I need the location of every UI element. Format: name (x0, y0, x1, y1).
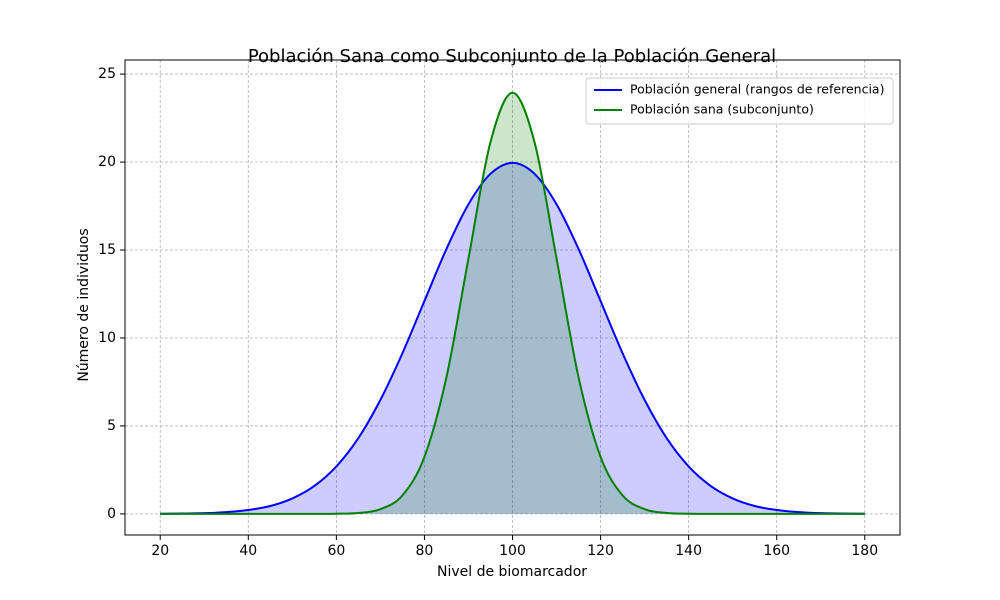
y-axis-label: Número de individuos (76, 228, 92, 381)
x-tick-label: 120 (587, 543, 614, 559)
legend: Población general (rangos de referencia)… (585, 77, 894, 125)
legend-box (585, 77, 894, 125)
legend-label: Población general (rangos de referencia) (630, 82, 884, 97)
y-tick-label: 0 (107, 506, 116, 522)
x-tick-label: 40 (239, 543, 257, 559)
x-tick-label: 160 (763, 543, 790, 559)
x-tick-label: 100 (499, 543, 526, 559)
area-fill (160, 92, 865, 514)
y-tick-label: 25 (98, 66, 116, 82)
x-tick-label: 60 (327, 543, 345, 559)
chart-title: Población Sana como Subconjunto de la Po… (248, 46, 776, 67)
y-tick-label: 10 (98, 330, 116, 346)
x-tick-label: 180 (851, 543, 878, 559)
line (160, 91, 865, 515)
x-tick-label: 80 (416, 543, 434, 559)
legend-label: Población sana (subconjunto) (630, 102, 814, 117)
y-tick-label: 20 (98, 154, 116, 170)
x-tick-label: 20 (151, 543, 169, 559)
y-tick-label: 15 (98, 242, 116, 258)
x-axis-label: Nivel de biomarcador (437, 564, 587, 580)
x-tick-label: 140 (675, 543, 702, 559)
y-tick-label: 5 (107, 418, 116, 434)
area-fill (160, 162, 865, 514)
plot-frame (124, 59, 901, 536)
line (160, 161, 865, 515)
